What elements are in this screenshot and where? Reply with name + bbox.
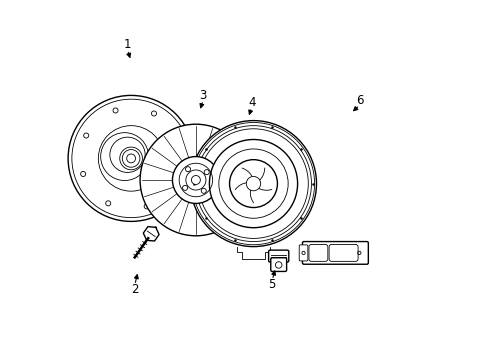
Ellipse shape xyxy=(182,185,187,190)
Ellipse shape xyxy=(81,171,85,176)
Ellipse shape xyxy=(113,108,118,113)
FancyBboxPatch shape xyxy=(270,258,286,271)
Ellipse shape xyxy=(209,139,297,228)
Ellipse shape xyxy=(172,157,219,203)
Text: 2: 2 xyxy=(131,283,138,296)
Ellipse shape xyxy=(229,160,277,207)
FancyBboxPatch shape xyxy=(299,245,307,261)
Ellipse shape xyxy=(140,124,251,236)
Ellipse shape xyxy=(191,176,200,184)
Text: 4: 4 xyxy=(247,96,255,109)
Text: 1: 1 xyxy=(123,39,131,51)
Ellipse shape xyxy=(176,140,181,145)
Ellipse shape xyxy=(98,126,163,191)
Ellipse shape xyxy=(185,167,190,172)
FancyBboxPatch shape xyxy=(302,242,367,264)
Text: 3: 3 xyxy=(199,89,206,102)
Ellipse shape xyxy=(105,201,110,206)
Ellipse shape xyxy=(246,176,260,191)
FancyBboxPatch shape xyxy=(308,244,327,261)
Ellipse shape xyxy=(72,99,190,217)
FancyBboxPatch shape xyxy=(268,250,288,262)
Ellipse shape xyxy=(190,121,316,247)
Ellipse shape xyxy=(201,188,206,193)
Ellipse shape xyxy=(204,170,209,175)
Ellipse shape xyxy=(83,133,88,138)
Ellipse shape xyxy=(151,111,156,116)
Ellipse shape xyxy=(144,204,149,209)
Ellipse shape xyxy=(122,150,140,167)
FancyBboxPatch shape xyxy=(328,244,357,261)
Ellipse shape xyxy=(173,179,178,184)
Text: 6: 6 xyxy=(355,94,363,107)
Text: 5: 5 xyxy=(268,278,275,291)
